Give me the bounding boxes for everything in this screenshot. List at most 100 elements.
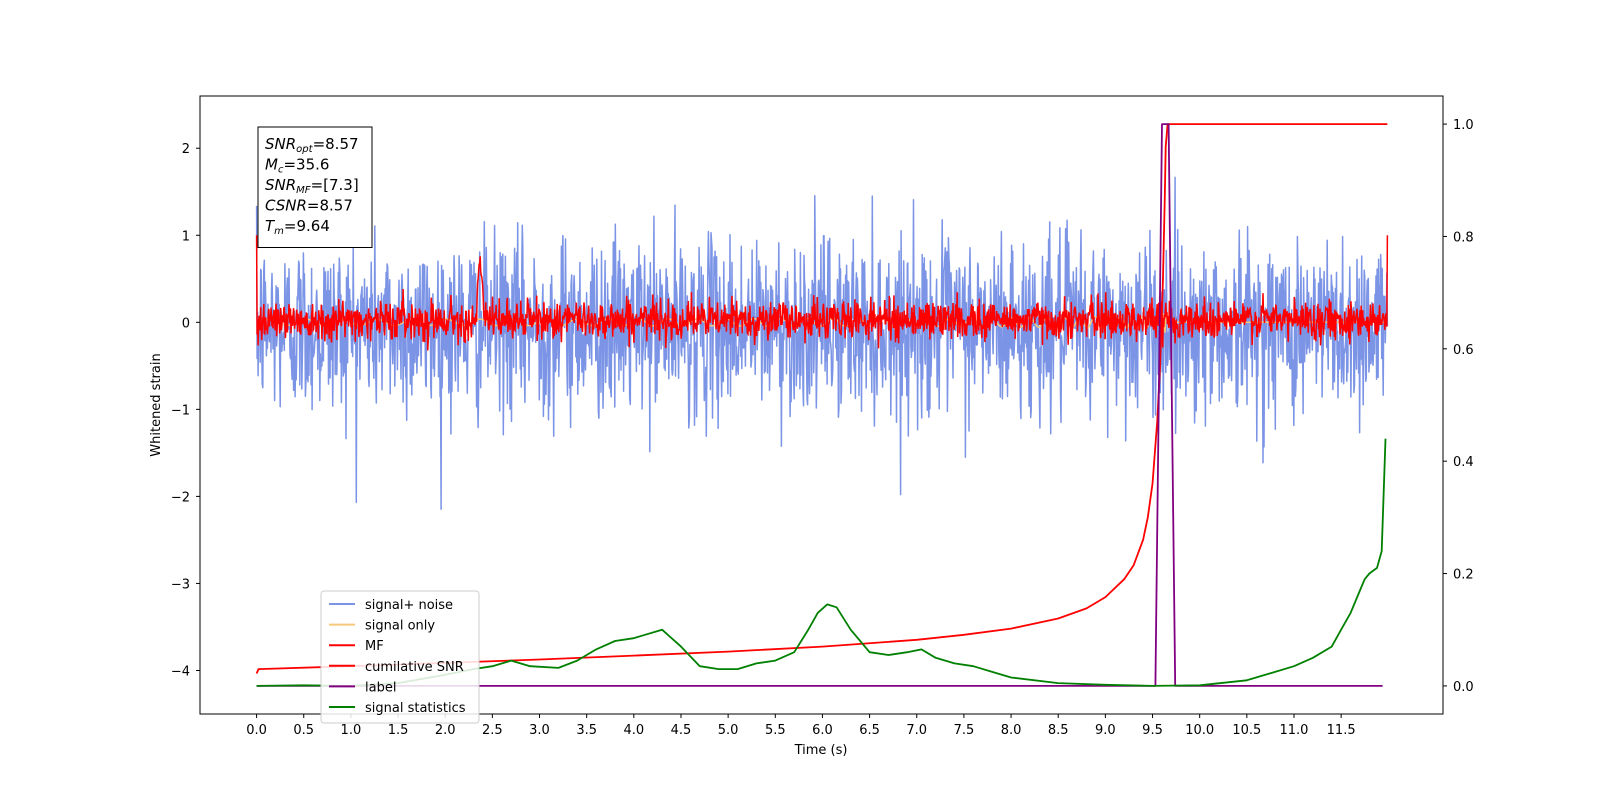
y-tick-label: −2 bbox=[171, 490, 190, 505]
cumilative-snr-point bbox=[1164, 196, 1166, 198]
signal-statistics-point bbox=[529, 665, 531, 667]
x-tick-label: 10.0 bbox=[1185, 723, 1214, 738]
y-axis-right: 1.0 0.8 0.6 0.4 0.2 0.0 bbox=[1443, 118, 1474, 695]
legend-label-cumilative-snr: cumilative SNR bbox=[365, 660, 464, 675]
signal-statistics-point bbox=[1385, 438, 1387, 440]
signal-statistics-point bbox=[737, 668, 739, 670]
y2-tick-label: 0.8 bbox=[1453, 230, 1474, 245]
signal-statistics-point bbox=[817, 612, 819, 614]
series-signal-noise bbox=[255, 176, 1389, 510]
signal-statistics-point bbox=[888, 654, 890, 656]
signal-statistics-point bbox=[718, 668, 720, 670]
signal-statistics-point bbox=[793, 651, 795, 653]
y-tick-label: −4 bbox=[171, 664, 190, 679]
cumilative-snr-point bbox=[1010, 628, 1012, 630]
cumilative-snr-point bbox=[727, 651, 729, 653]
cumilative-snr-point bbox=[1123, 578, 1125, 580]
x-tick-label: 11.5 bbox=[1327, 723, 1356, 738]
x-tick-label: 5.0 bbox=[718, 723, 739, 738]
x-tick-label: 4.0 bbox=[623, 723, 644, 738]
cumilative-snr-point bbox=[1133, 564, 1135, 566]
y-tick-label: −3 bbox=[171, 577, 190, 592]
legend-label-label: label bbox=[365, 680, 396, 695]
signal-statistics-point bbox=[1312, 657, 1314, 659]
x-tick-label: 1.0 bbox=[341, 723, 362, 738]
cumilative-snr-point bbox=[1057, 618, 1059, 620]
annotation-line: CSNR=8.57 bbox=[265, 197, 353, 215]
signal-statistics-point bbox=[826, 604, 828, 606]
legend-frame bbox=[320, 590, 480, 724]
y-tick-label: −1 bbox=[171, 403, 190, 418]
annotation-frame bbox=[257, 126, 373, 248]
plot-frame bbox=[199, 95, 1444, 715]
x-tick-label: 11.0 bbox=[1280, 723, 1309, 738]
signal-statistics-point bbox=[836, 606, 838, 608]
x-tick-label: 6.5 bbox=[859, 723, 880, 738]
signal-statistics-point bbox=[850, 629, 852, 631]
cumilative-snr-point bbox=[1152, 483, 1154, 485]
y2-tick-label: 1.0 bbox=[1453, 118, 1474, 133]
series-label bbox=[256, 123, 1383, 687]
signal-statistics-point bbox=[991, 671, 993, 673]
label-point bbox=[1168, 123, 1170, 125]
signal-statistics-point bbox=[1057, 682, 1059, 684]
signal-statistics-point bbox=[869, 651, 871, 653]
x-tick-label: 8.0 bbox=[1001, 723, 1022, 738]
y2-tick-label: 0.6 bbox=[1453, 343, 1474, 358]
signal-statistics-point bbox=[1376, 567, 1378, 569]
cumilative-snr-point bbox=[963, 634, 965, 636]
signal-statistics-point bbox=[1010, 677, 1012, 679]
signal-statistics-point bbox=[954, 663, 956, 665]
cumilative-snr-point bbox=[258, 668, 260, 670]
x-tick-label: 10.5 bbox=[1232, 723, 1261, 738]
legend-label-mf: MF bbox=[365, 639, 384, 654]
series-cumilative-snr bbox=[255, 123, 1388, 674]
cumilative-snr-point bbox=[1162, 281, 1164, 283]
signal-statistics-point bbox=[774, 660, 776, 662]
legend: signal+ noise signal only MF cumilative SNR… bbox=[320, 590, 480, 724]
x-tick-label: 6.0 bbox=[812, 723, 833, 738]
signal-statistics-point bbox=[661, 629, 663, 631]
legend-label-signal-statistics: signal statistics bbox=[365, 701, 466, 716]
x-tick-label: 8.5 bbox=[1048, 723, 1069, 738]
signal-statistics-point bbox=[1199, 685, 1201, 687]
signal-statistics-point bbox=[1152, 685, 1154, 687]
series-signal-statistics bbox=[256, 438, 1387, 687]
signal-statistics-point bbox=[642, 635, 644, 637]
x-tick-label: 2.0 bbox=[435, 723, 456, 738]
signal-statistics-point bbox=[1350, 612, 1352, 614]
x-tick-label: 1.5 bbox=[388, 723, 409, 738]
series-mf bbox=[255, 235, 1389, 351]
signal-statistics-point bbox=[699, 665, 701, 667]
y-tick-label: 2 bbox=[182, 142, 190, 157]
signal-statistics-point bbox=[907, 651, 909, 653]
y-tick-label: 1 bbox=[182, 229, 190, 244]
signal-statistics-point bbox=[595, 649, 597, 651]
signal-statistics-point bbox=[1331, 646, 1333, 648]
annotation-line: SNRMF=[7.3] bbox=[265, 176, 359, 196]
x-tick-label: 3.0 bbox=[529, 723, 550, 738]
label-point bbox=[1382, 685, 1384, 687]
signal-statistics-point bbox=[935, 657, 937, 659]
x-axis: 0.0 0.5 1.0 1.5 2.0 2.5 3.0 3.5 4.0 4.5 5.0 5.5 6.0 6… bbox=[246, 714, 1356, 738]
signal-statistics-point bbox=[1381, 550, 1383, 552]
y-axis-left: 2 1 0 −1 −2 −3 −4 bbox=[171, 142, 200, 679]
y2-tick-label: 0.4 bbox=[1453, 455, 1474, 470]
signal-statistics-point bbox=[576, 660, 578, 662]
legend-label-signal-noise: signal+ noise bbox=[365, 598, 453, 613]
cumilative-snr-point bbox=[1165, 146, 1167, 148]
annotation-line: Mc=35.6 bbox=[265, 156, 329, 176]
label-point bbox=[1161, 123, 1163, 125]
y2-tick-label: 0.0 bbox=[1453, 680, 1474, 695]
signal-statistics-point bbox=[1293, 665, 1295, 667]
signal-statistics-point bbox=[756, 663, 758, 665]
signal-statistics-point bbox=[1274, 671, 1276, 673]
cumilative-snr-point bbox=[916, 639, 918, 641]
signal-statistics-point bbox=[492, 665, 494, 667]
x-tick-label: 4.5 bbox=[671, 723, 692, 738]
x-tick-label: 0.5 bbox=[293, 723, 314, 738]
signal-statistics-point bbox=[973, 665, 975, 667]
signal-statistics-point bbox=[1364, 578, 1366, 580]
x-tick-label: 7.5 bbox=[954, 723, 975, 738]
